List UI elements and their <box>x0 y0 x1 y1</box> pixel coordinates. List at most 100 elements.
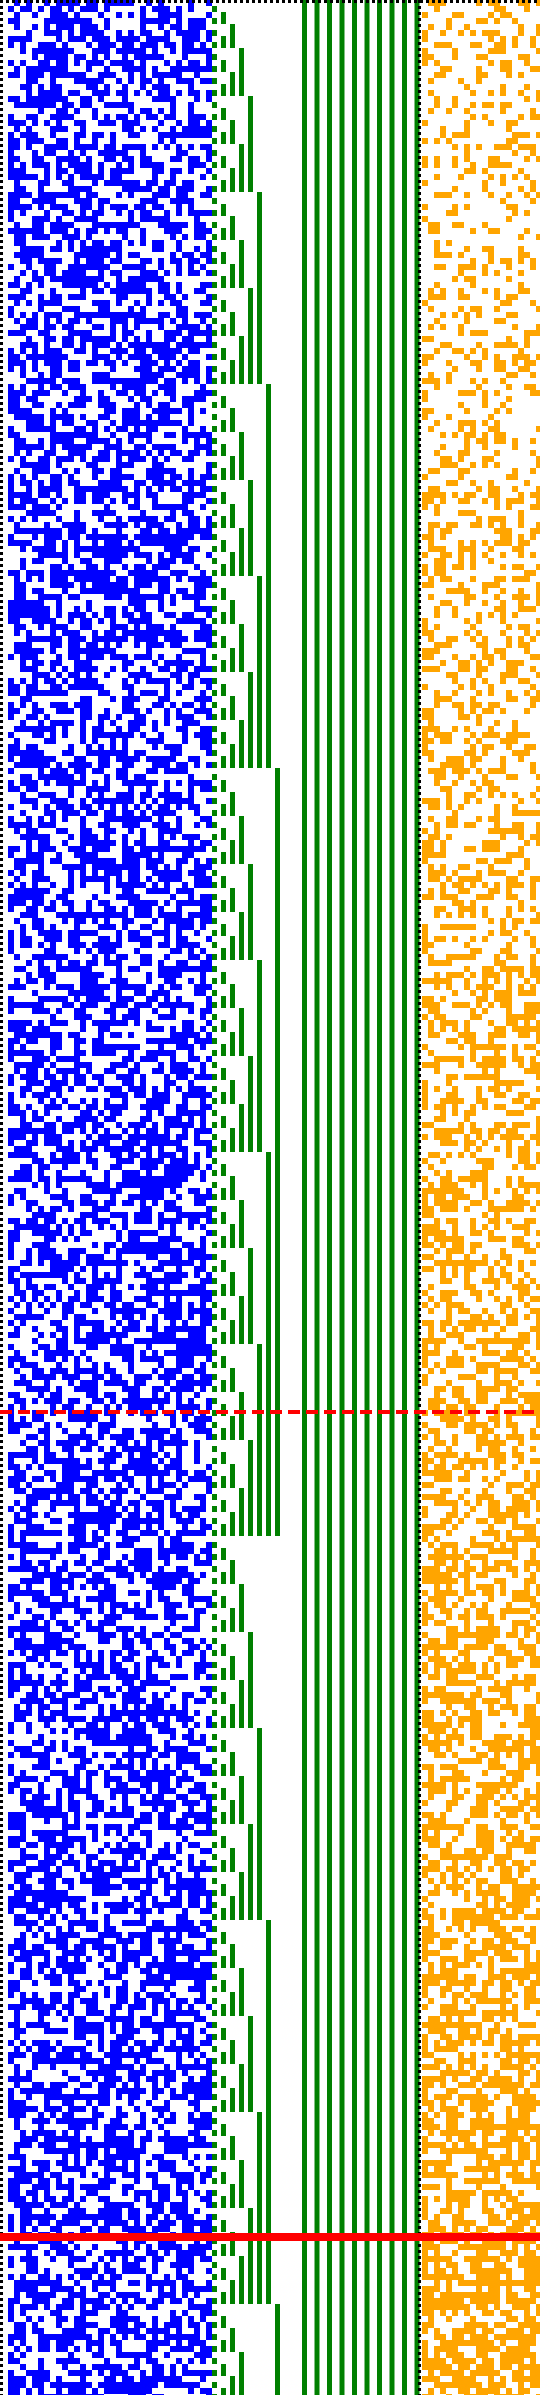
blue-cell <box>158 348 164 354</box>
blue-cell <box>50 1410 56 1416</box>
blue-cell <box>152 780 158 786</box>
blue-cell <box>182 366 188 372</box>
blue-cell <box>98 1080 104 1086</box>
blue-cell <box>32 198 38 204</box>
blue-cell <box>26 828 32 834</box>
blue-cell <box>20 924 26 930</box>
blue-cell <box>206 390 212 396</box>
blue-cell <box>146 1254 152 1260</box>
blue-cell <box>56 636 62 642</box>
blue-cell <box>20 240 26 246</box>
blue-cell <box>134 1470 140 1476</box>
blue-cell <box>50 126 56 132</box>
blue-cell <box>38 276 44 282</box>
blue-cell <box>62 204 68 210</box>
blue-cell <box>68 648 74 654</box>
blue-cell <box>140 228 146 234</box>
blue-cell <box>74 492 80 498</box>
blue-cell <box>110 1308 116 1314</box>
blue-cell <box>68 150 74 156</box>
blue-cell <box>200 312 206 318</box>
blue-cell <box>188 1308 194 1314</box>
blue-cell <box>74 1332 80 1338</box>
blue-cell <box>194 1140 200 1146</box>
blue-cell <box>62 1128 68 1134</box>
blue-cell <box>116 636 122 642</box>
blue-cell <box>188 1362 194 1368</box>
blue-cell <box>152 462 158 468</box>
blue-cell <box>128 1134 134 1140</box>
blue-cell <box>26 972 32 978</box>
blue-cell <box>206 1398 212 1404</box>
blue-cell <box>152 810 158 816</box>
blue-cell <box>50 426 56 432</box>
blue-cell <box>86 234 92 240</box>
blue-cell <box>206 1428 212 1434</box>
blue-cell <box>158 966 164 972</box>
blue-cell <box>164 288 170 294</box>
blue-cell <box>32 702 38 708</box>
blue-cell <box>98 222 104 228</box>
blue-cell <box>164 1374 170 1380</box>
blue-cell <box>200 1428 206 1434</box>
blue-cell <box>194 966 200 972</box>
blue-cell <box>98 1518 104 1524</box>
blue-cell <box>110 870 116 876</box>
blue-cell <box>116 576 122 582</box>
blue-cell <box>8 426 14 432</box>
blue-cell <box>164 660 170 666</box>
blue-cell <box>164 1236 170 1242</box>
blue-cell <box>68 582 74 588</box>
blue-cell <box>122 1518 128 1524</box>
blue-cell <box>200 582 206 588</box>
blue-cell <box>164 1572 170 1578</box>
blue-cell <box>8 1476 14 1482</box>
blue-cell <box>116 150 122 156</box>
blue-cell <box>56 30 62 36</box>
blue-cell <box>140 240 146 246</box>
blue-cell <box>152 1500 158 1506</box>
blue-cell <box>92 1104 98 1110</box>
blue-cell <box>26 1500 32 1506</box>
blue-cell <box>74 264 80 270</box>
blue-cell <box>62 444 68 450</box>
blue-cell <box>14 918 20 924</box>
blue-cell <box>104 372 110 378</box>
blue-cell <box>92 1518 98 1524</box>
blue-cell <box>164 1380 170 1386</box>
blue-cell <box>182 1260 188 1266</box>
blue-cell <box>182 1386 188 1392</box>
blue-cell <box>188 774 194 780</box>
blue-cell <box>122 1398 128 1404</box>
blue-cell <box>158 1446 164 1452</box>
blue-cell <box>80 426 86 432</box>
blue-cell <box>116 1230 122 1236</box>
blue-cell <box>14 1224 20 1230</box>
blue-cell <box>20 474 26 480</box>
blue-cell <box>104 798 110 804</box>
blue-cell <box>194 1452 200 1458</box>
blue-cell <box>56 1176 62 1182</box>
blue-cell <box>50 444 56 450</box>
blue-cell <box>146 1056 152 1062</box>
blue-cell <box>146 1548 152 1554</box>
blue-cell <box>44 1380 50 1386</box>
blue-cell <box>188 396 194 402</box>
blue-cell <box>20 726 26 732</box>
blue-cell <box>176 1002 182 1008</box>
blue-cell <box>56 1206 62 1212</box>
blue-cell <box>206 228 212 234</box>
blue-cell <box>86 1182 92 1188</box>
blue-cell <box>146 540 152 546</box>
blue-cell <box>146 1464 152 1470</box>
blue-cell <box>32 726 38 732</box>
blue-cell <box>38 192 44 198</box>
blue-cell <box>206 282 212 288</box>
blue-cell <box>68 1284 74 1290</box>
blue-cell <box>56 858 62 864</box>
blue-cell <box>134 534 140 540</box>
blue-cell <box>62 966 68 972</box>
blue-cell <box>50 618 56 624</box>
blue-cell <box>206 1074 212 1080</box>
blue-cell <box>74 306 80 312</box>
